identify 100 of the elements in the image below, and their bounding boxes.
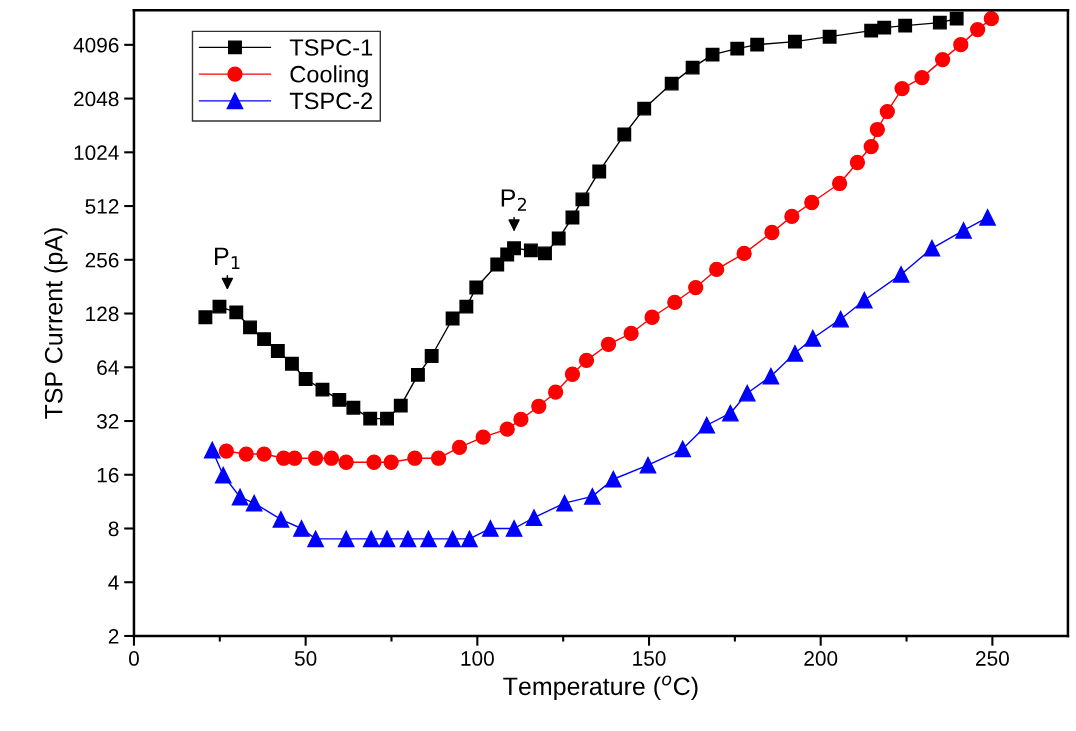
point bbox=[764, 224, 780, 241]
x-tick-label: 50 bbox=[294, 651, 317, 666]
point bbox=[688, 279, 704, 296]
point bbox=[513, 411, 529, 427]
point bbox=[547, 384, 564, 400]
point bbox=[705, 47, 720, 62]
point bbox=[451, 439, 468, 455]
point bbox=[461, 530, 478, 548]
point bbox=[469, 280, 484, 295]
point bbox=[894, 80, 910, 97]
point bbox=[955, 222, 972, 239]
legend-label: TSPC-1 bbox=[289, 39, 373, 56]
point bbox=[307, 450, 324, 466]
point bbox=[584, 488, 601, 505]
point bbox=[644, 309, 660, 325]
point bbox=[459, 299, 474, 314]
point bbox=[750, 37, 765, 52]
point bbox=[698, 416, 716, 434]
point bbox=[424, 349, 439, 363]
y-tick-label: 32 bbox=[97, 414, 119, 429]
point bbox=[863, 138, 879, 155]
y-tick-label: 16 bbox=[97, 467, 119, 483]
y-tick-label: 128 bbox=[86, 306, 119, 322]
y-tick-label: 4096 bbox=[73, 37, 119, 53]
point bbox=[892, 266, 910, 283]
point bbox=[736, 245, 752, 262]
point bbox=[420, 530, 437, 548]
point bbox=[849, 154, 866, 171]
point bbox=[564, 366, 581, 382]
point bbox=[600, 336, 617, 352]
point bbox=[898, 18, 913, 33]
point bbox=[664, 76, 679, 91]
point bbox=[482, 520, 499, 537]
point bbox=[272, 511, 290, 528]
point bbox=[923, 239, 941, 257]
point bbox=[475, 429, 491, 445]
point bbox=[378, 530, 396, 548]
point bbox=[709, 261, 725, 278]
point bbox=[869, 121, 885, 138]
point bbox=[243, 320, 257, 335]
point bbox=[879, 103, 895, 120]
y-tick-label: 2 bbox=[108, 628, 119, 644]
point bbox=[804, 329, 822, 347]
point bbox=[556, 494, 573, 512]
y-tick-label: 4 bbox=[108, 575, 119, 590]
point bbox=[212, 299, 227, 314]
point bbox=[362, 530, 380, 548]
point bbox=[877, 20, 892, 35]
y-tick-label: 64 bbox=[97, 360, 119, 376]
point bbox=[953, 36, 969, 53]
point bbox=[822, 29, 837, 44]
point bbox=[198, 310, 213, 325]
y-tick-label: 8 bbox=[108, 521, 119, 537]
point bbox=[864, 23, 879, 38]
point bbox=[257, 332, 272, 347]
point bbox=[592, 164, 607, 179]
y-axis-title: TSP Current (pA) bbox=[44, 228, 68, 419]
point bbox=[293, 520, 310, 537]
point bbox=[969, 21, 986, 38]
x-tick-label: 0 bbox=[128, 651, 139, 666]
point bbox=[284, 356, 299, 371]
point bbox=[914, 69, 930, 86]
x-tick-label: 200 bbox=[804, 651, 838, 666]
point bbox=[270, 344, 285, 358]
point bbox=[786, 345, 804, 362]
point bbox=[831, 175, 848, 192]
point bbox=[366, 454, 382, 470]
point bbox=[238, 446, 254, 462]
y-tick-label: 2048 bbox=[74, 91, 119, 107]
point bbox=[538, 246, 552, 261]
point bbox=[738, 384, 756, 402]
y-tick-label: 1024 bbox=[74, 145, 119, 161]
point bbox=[637, 101, 652, 116]
point bbox=[855, 291, 873, 309]
point bbox=[332, 392, 347, 407]
point bbox=[722, 404, 739, 422]
y-tick-label: 256 bbox=[85, 252, 119, 268]
point bbox=[788, 34, 802, 49]
point bbox=[617, 127, 632, 142]
point bbox=[383, 454, 399, 470]
point bbox=[667, 294, 683, 310]
point bbox=[523, 243, 538, 258]
x-tick-label: 100 bbox=[461, 651, 494, 666]
point bbox=[983, 11, 999, 27]
point bbox=[338, 454, 354, 470]
point bbox=[229, 305, 244, 320]
point bbox=[730, 41, 745, 56]
point bbox=[410, 367, 425, 382]
point bbox=[932, 15, 947, 30]
point bbox=[551, 231, 566, 246]
point bbox=[507, 241, 522, 256]
point bbox=[315, 382, 330, 397]
point bbox=[399, 530, 417, 548]
point bbox=[393, 398, 408, 413]
x-axis-title: Temperature ($^{o}$C) bbox=[503, 675, 698, 701]
x-tick-label: 250 bbox=[976, 651, 1009, 666]
point bbox=[639, 456, 657, 474]
point bbox=[604, 470, 622, 488]
point bbox=[256, 446, 272, 462]
point bbox=[307, 530, 324, 548]
